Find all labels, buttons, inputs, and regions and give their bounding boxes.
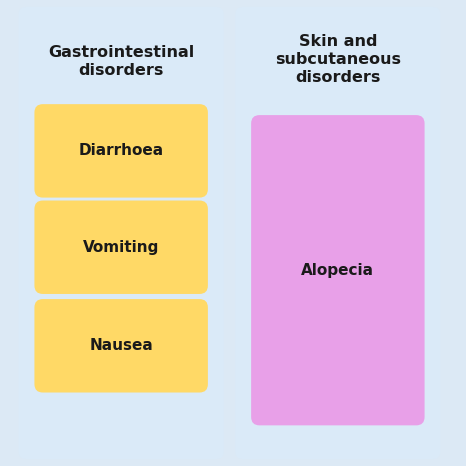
Text: Gastrointestinal
disorders: Gastrointestinal disorders [48,45,194,78]
FancyBboxPatch shape [34,200,208,294]
Text: Skin and
subcutaneous
disorders: Skin and subcutaneous disorders [275,34,401,85]
Text: Vomiting: Vomiting [83,240,159,255]
FancyBboxPatch shape [235,7,440,459]
FancyBboxPatch shape [34,299,208,392]
FancyBboxPatch shape [34,104,208,198]
FancyBboxPatch shape [251,115,425,425]
Text: Alopecia: Alopecia [302,263,374,278]
Text: Diarrhoea: Diarrhoea [79,144,164,158]
Text: Nausea: Nausea [89,338,153,353]
FancyBboxPatch shape [19,7,224,459]
